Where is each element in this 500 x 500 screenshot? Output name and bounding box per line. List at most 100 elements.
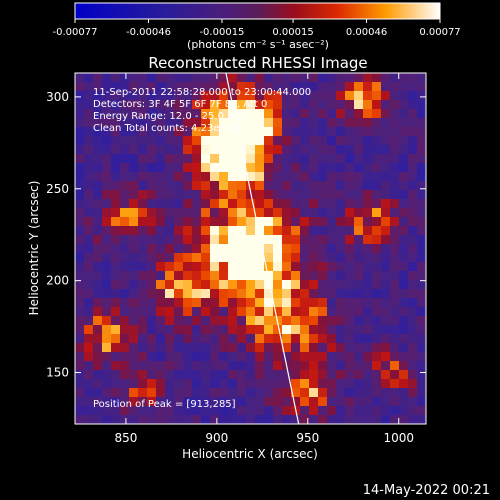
heatmap-cell (75, 316, 85, 326)
heatmap-cell (219, 172, 229, 182)
heatmap-cell (228, 415, 238, 424)
heatmap-cell (255, 217, 265, 227)
heatmap-cell (390, 280, 400, 290)
heatmap-cell (291, 136, 301, 146)
heatmap-cell (84, 415, 94, 424)
heatmap-cell (399, 172, 409, 182)
heatmap-cell (138, 316, 148, 326)
heatmap-cell (282, 127, 292, 137)
heatmap-cell (273, 73, 283, 83)
heatmap-cell (345, 118, 355, 128)
heatmap-cell (318, 217, 328, 227)
colorbar-units: (photons cm⁻² s⁻¹ asec⁻²) (187, 38, 329, 51)
heatmap-cell (417, 226, 426, 236)
heatmap-cell (318, 91, 328, 101)
heatmap-cell (156, 73, 166, 83)
heatmap-cell (336, 190, 346, 200)
heatmap-cell (318, 235, 328, 245)
heatmap-cell (282, 334, 292, 344)
heatmap-cell (300, 118, 310, 128)
heatmap-cell (246, 307, 256, 317)
heatmap-cell (390, 154, 400, 164)
heatmap-cell (300, 397, 310, 407)
heatmap-cell (228, 118, 238, 128)
heatmap-cell (84, 163, 94, 173)
heatmap-cell (138, 109, 148, 119)
heatmap-cell (408, 343, 418, 353)
heatmap-cell (111, 226, 121, 236)
heatmap-cell (165, 145, 175, 155)
heatmap-cell (174, 208, 184, 218)
heatmap-cell (174, 118, 184, 128)
heatmap-cell (273, 91, 283, 101)
heatmap-cell (336, 415, 346, 424)
heatmap-cell (354, 244, 364, 254)
heatmap-cell (156, 388, 166, 398)
heatmap-cell (399, 109, 409, 119)
heatmap-cell (147, 217, 157, 227)
plot-frame (74, 72, 427, 425)
heatmap-cell (354, 199, 364, 209)
heatmap-cell (273, 289, 283, 299)
heatmap-cell (192, 190, 202, 200)
heatmap-cell (219, 271, 229, 281)
heatmap-cell (246, 235, 256, 245)
heatmap-cell (138, 244, 148, 254)
heatmap-cell (192, 145, 202, 155)
heatmap-cell (174, 73, 184, 83)
heatmap-cell (327, 244, 337, 254)
heatmap-cell (336, 316, 346, 326)
heatmap-cell (120, 136, 130, 146)
heatmap-cell (309, 73, 319, 83)
heatmap-cell (93, 307, 103, 317)
heatmap-cell (372, 397, 382, 407)
colorbar-tick-label: -0.00046 (126, 27, 171, 38)
heatmap-cell (390, 370, 400, 380)
heatmap-cell (309, 82, 319, 92)
heatmap-cell (336, 289, 346, 299)
heatmap-cell (291, 316, 301, 326)
heatmap-cell (138, 343, 148, 353)
heatmap-cell (417, 208, 426, 218)
heatmap-cell (147, 325, 157, 335)
heatmap-cell (183, 370, 193, 380)
heatmap-cell (210, 334, 220, 344)
heatmap-cell (174, 298, 184, 308)
heatmap-cell (129, 127, 139, 137)
heatmap-cell (84, 172, 94, 182)
heatmap-cell (228, 127, 238, 137)
heatmap-cell (300, 190, 310, 200)
heatmap-cell (264, 271, 274, 281)
heatmap-cell (282, 406, 292, 416)
heatmap-cell (354, 361, 364, 371)
heatmap-cell (192, 172, 202, 182)
heatmap-cell (354, 370, 364, 380)
heatmap-cell (345, 235, 355, 245)
heatmap-cell (408, 100, 418, 110)
heatmap-cell (381, 136, 391, 146)
heatmap-cell (408, 181, 418, 191)
heatmap-cell (93, 352, 103, 362)
heatmap-cell (354, 109, 364, 119)
heatmap-cell (309, 118, 319, 128)
heatmap-cell (93, 73, 103, 83)
heatmap-cell (345, 343, 355, 353)
heatmap-cell (390, 244, 400, 254)
heatmap-cell (183, 91, 193, 101)
heatmap-cell (228, 91, 238, 101)
heatmap-cell (111, 325, 121, 335)
heatmap-cell (237, 307, 247, 317)
heatmap-cell (120, 361, 130, 371)
heatmap-cell (237, 172, 247, 182)
heatmap-cell (327, 253, 337, 263)
heatmap-cell (84, 244, 94, 254)
heatmap-cell (147, 145, 157, 155)
heatmap-cell (246, 226, 256, 236)
heatmap-cell (210, 307, 220, 317)
heatmap-cell (390, 190, 400, 200)
heatmap-cell (201, 73, 211, 83)
heatmap-cell (111, 343, 121, 353)
heatmap-cell (417, 235, 426, 245)
heatmap-cell (165, 118, 175, 128)
heatmap-cell (255, 289, 265, 299)
